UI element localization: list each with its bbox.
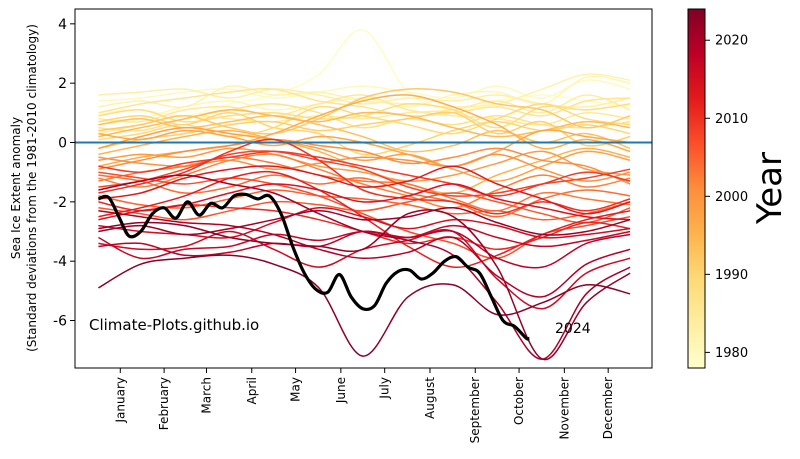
colorbar-tick-label: 1990 (715, 268, 748, 283)
x-tick-label: July (378, 377, 392, 400)
x-tick-label: August (423, 377, 437, 419)
y-tick-label: -2 (53, 195, 67, 211)
series-line-1979 (98, 29, 631, 117)
y-tick-label: 4 (58, 17, 67, 33)
x-tick-label: January (113, 377, 127, 424)
y-axis-label-line2: (Standard deviations from the 1981-2010 … (25, 24, 39, 352)
colorbar-tick-label: 1980 (715, 346, 748, 361)
series-line-2019 (98, 210, 631, 298)
series-line-1986 (98, 87, 631, 117)
series-layer (98, 29, 631, 361)
colorbar-tick-label: 2020 (715, 34, 748, 49)
y-tick-label: 0 (58, 136, 67, 152)
series-line-1991 (98, 111, 631, 150)
series-line-2021 (98, 207, 631, 236)
colorbar-tick-label: 2000 (715, 190, 748, 205)
x-tick-label: June (334, 377, 348, 404)
plot-frame (74, 8, 653, 369)
x-tick-label: May (289, 377, 303, 402)
x-axis: January February March April May June July Augu… (113, 368, 615, 443)
y-tick-label: -4 (53, 254, 67, 270)
y-tick-label: 2 (58, 76, 67, 92)
colorbar-tick-label: 2010 (715, 112, 748, 127)
series-line-1999 (98, 147, 631, 182)
series-line-1998 (98, 126, 631, 182)
colorbar-label: Year (750, 152, 790, 225)
x-tick-label: March (200, 377, 214, 414)
colorbar (687, 8, 706, 369)
series-line-2013 (98, 165, 631, 215)
x-tick-label: November (557, 377, 571, 439)
series-line-2003 (98, 156, 631, 212)
series-line-1982 (98, 73, 631, 109)
x-tick-label: February (157, 377, 171, 430)
series-line-2006 (98, 192, 631, 224)
x-tick-label: October (512, 377, 526, 425)
series-line-2009 (98, 150, 631, 197)
x-tick-label: September (468, 377, 482, 443)
series-line-1980 (98, 79, 631, 102)
series-line-2024 (97, 192, 531, 341)
series-line-2005 (98, 189, 631, 221)
colorbar-ticks: 1980 1990 2000 2010 2020 (705, 34, 748, 361)
series-line-1992 (98, 88, 631, 135)
series-line-2001 (98, 138, 631, 185)
series-line-2022 (98, 209, 631, 361)
x-tick-label: April (245, 377, 259, 404)
y-axis-label-line1: Sea Ice Extent anomaly (9, 117, 23, 259)
highlight-layer (97, 192, 531, 341)
series-line-2010 (98, 138, 631, 215)
highlight-label-2024: 2024 (555, 321, 591, 337)
series-line-2016 (98, 229, 631, 310)
series-line-2023 (98, 254, 631, 357)
y-axis: 4 2 0 -2 -4 -6 (53, 17, 75, 330)
x-tick-label: December (601, 377, 615, 439)
watermark: Climate-Plots.github.io (89, 316, 259, 334)
y-tick-label: -6 (53, 314, 67, 330)
